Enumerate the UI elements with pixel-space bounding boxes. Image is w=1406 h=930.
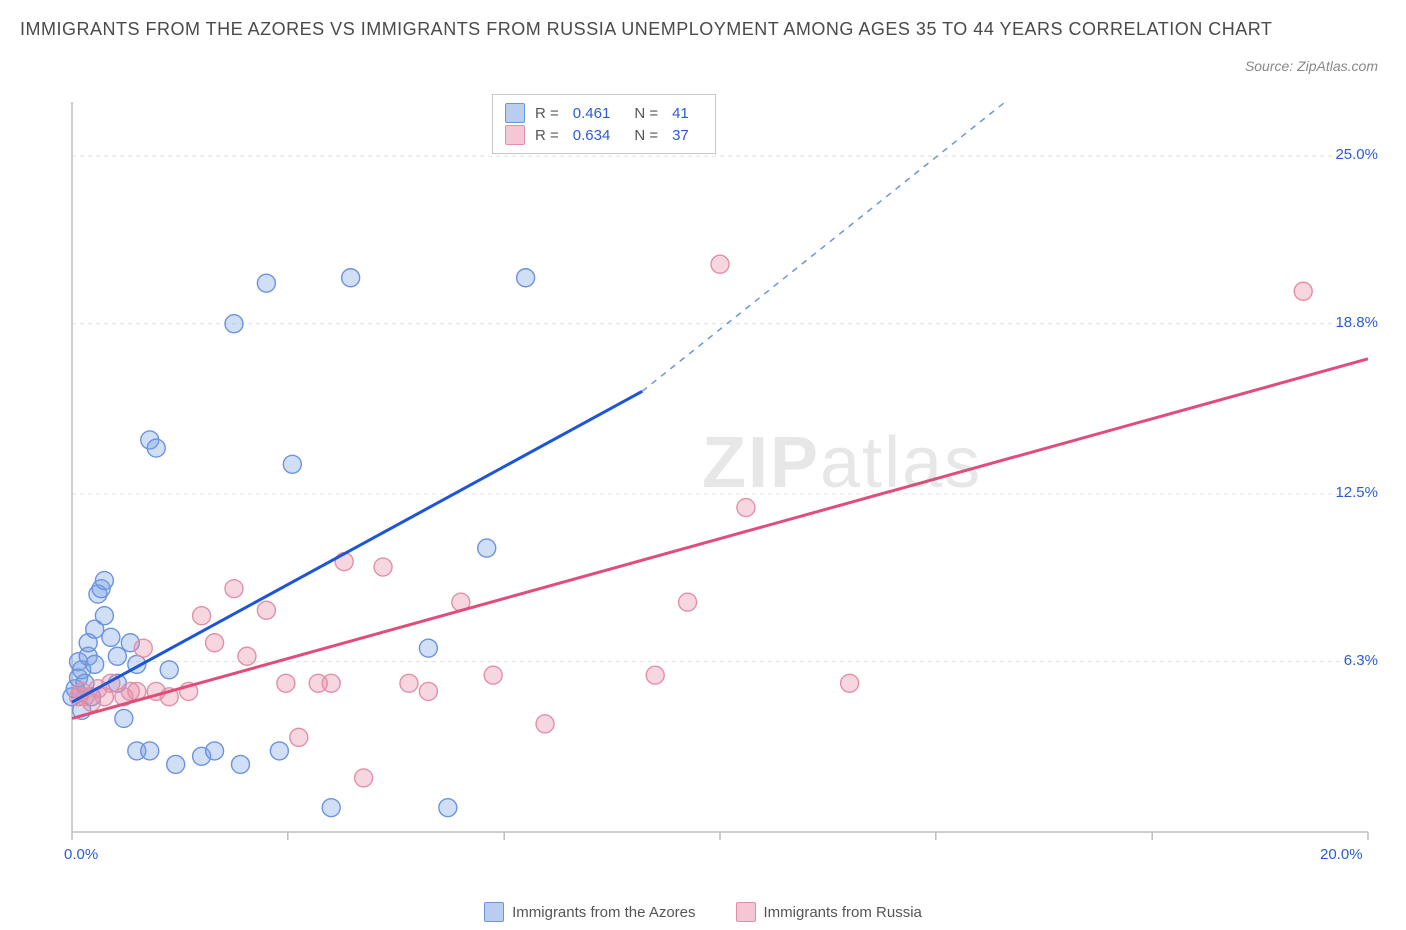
r-label: R = bbox=[535, 127, 559, 144]
legend-label: Immigrants from Russia bbox=[764, 904, 922, 921]
x-tick-label: 0.0% bbox=[64, 846, 98, 863]
legend-item: Immigrants from the Azores bbox=[484, 902, 695, 922]
chart-title: IMMIGRANTS FROM THE AZORES VS IMMIGRANTS… bbox=[20, 16, 1386, 43]
chart-area: ZIPatlas R =0.461N =41R =0.634N =37 bbox=[62, 92, 1378, 862]
y-tick-label: 18.8% bbox=[1335, 314, 1378, 331]
r-value: 0.634 bbox=[573, 127, 611, 144]
y-tick-label: 12.5% bbox=[1335, 484, 1378, 501]
y-tick-label: 25.0% bbox=[1335, 146, 1378, 163]
scatter-chart bbox=[62, 92, 1378, 862]
x-tick-label: 20.0% bbox=[1320, 846, 1363, 863]
legend-swatch bbox=[505, 125, 525, 145]
r-label: R = bbox=[535, 105, 559, 122]
n-label: N = bbox=[634, 105, 658, 122]
legend-swatch bbox=[484, 902, 504, 922]
n-value: 41 bbox=[672, 105, 689, 122]
legend-bottom: Immigrants from the Azores Immigrants fro… bbox=[0, 902, 1406, 922]
y-tick-label: 6.3% bbox=[1344, 652, 1378, 669]
legend-label: Immigrants from the Azores bbox=[512, 904, 695, 921]
legend-swatch bbox=[736, 902, 756, 922]
source-label: Source: ZipAtlas.com bbox=[1245, 58, 1378, 74]
n-value: 37 bbox=[672, 127, 689, 144]
n-label: N = bbox=[634, 127, 658, 144]
r-value: 0.461 bbox=[573, 105, 611, 122]
legend-stats-box: R = 0.461 N = 41 R = 0.634 N = 37 bbox=[492, 94, 716, 154]
legend-stat-row: R = 0.634 N = 37 bbox=[505, 125, 703, 145]
legend-swatch bbox=[505, 103, 525, 123]
legend-stat-row: R = 0.461 N = 41 bbox=[505, 103, 703, 123]
legend-item: Immigrants from Russia bbox=[736, 902, 922, 922]
